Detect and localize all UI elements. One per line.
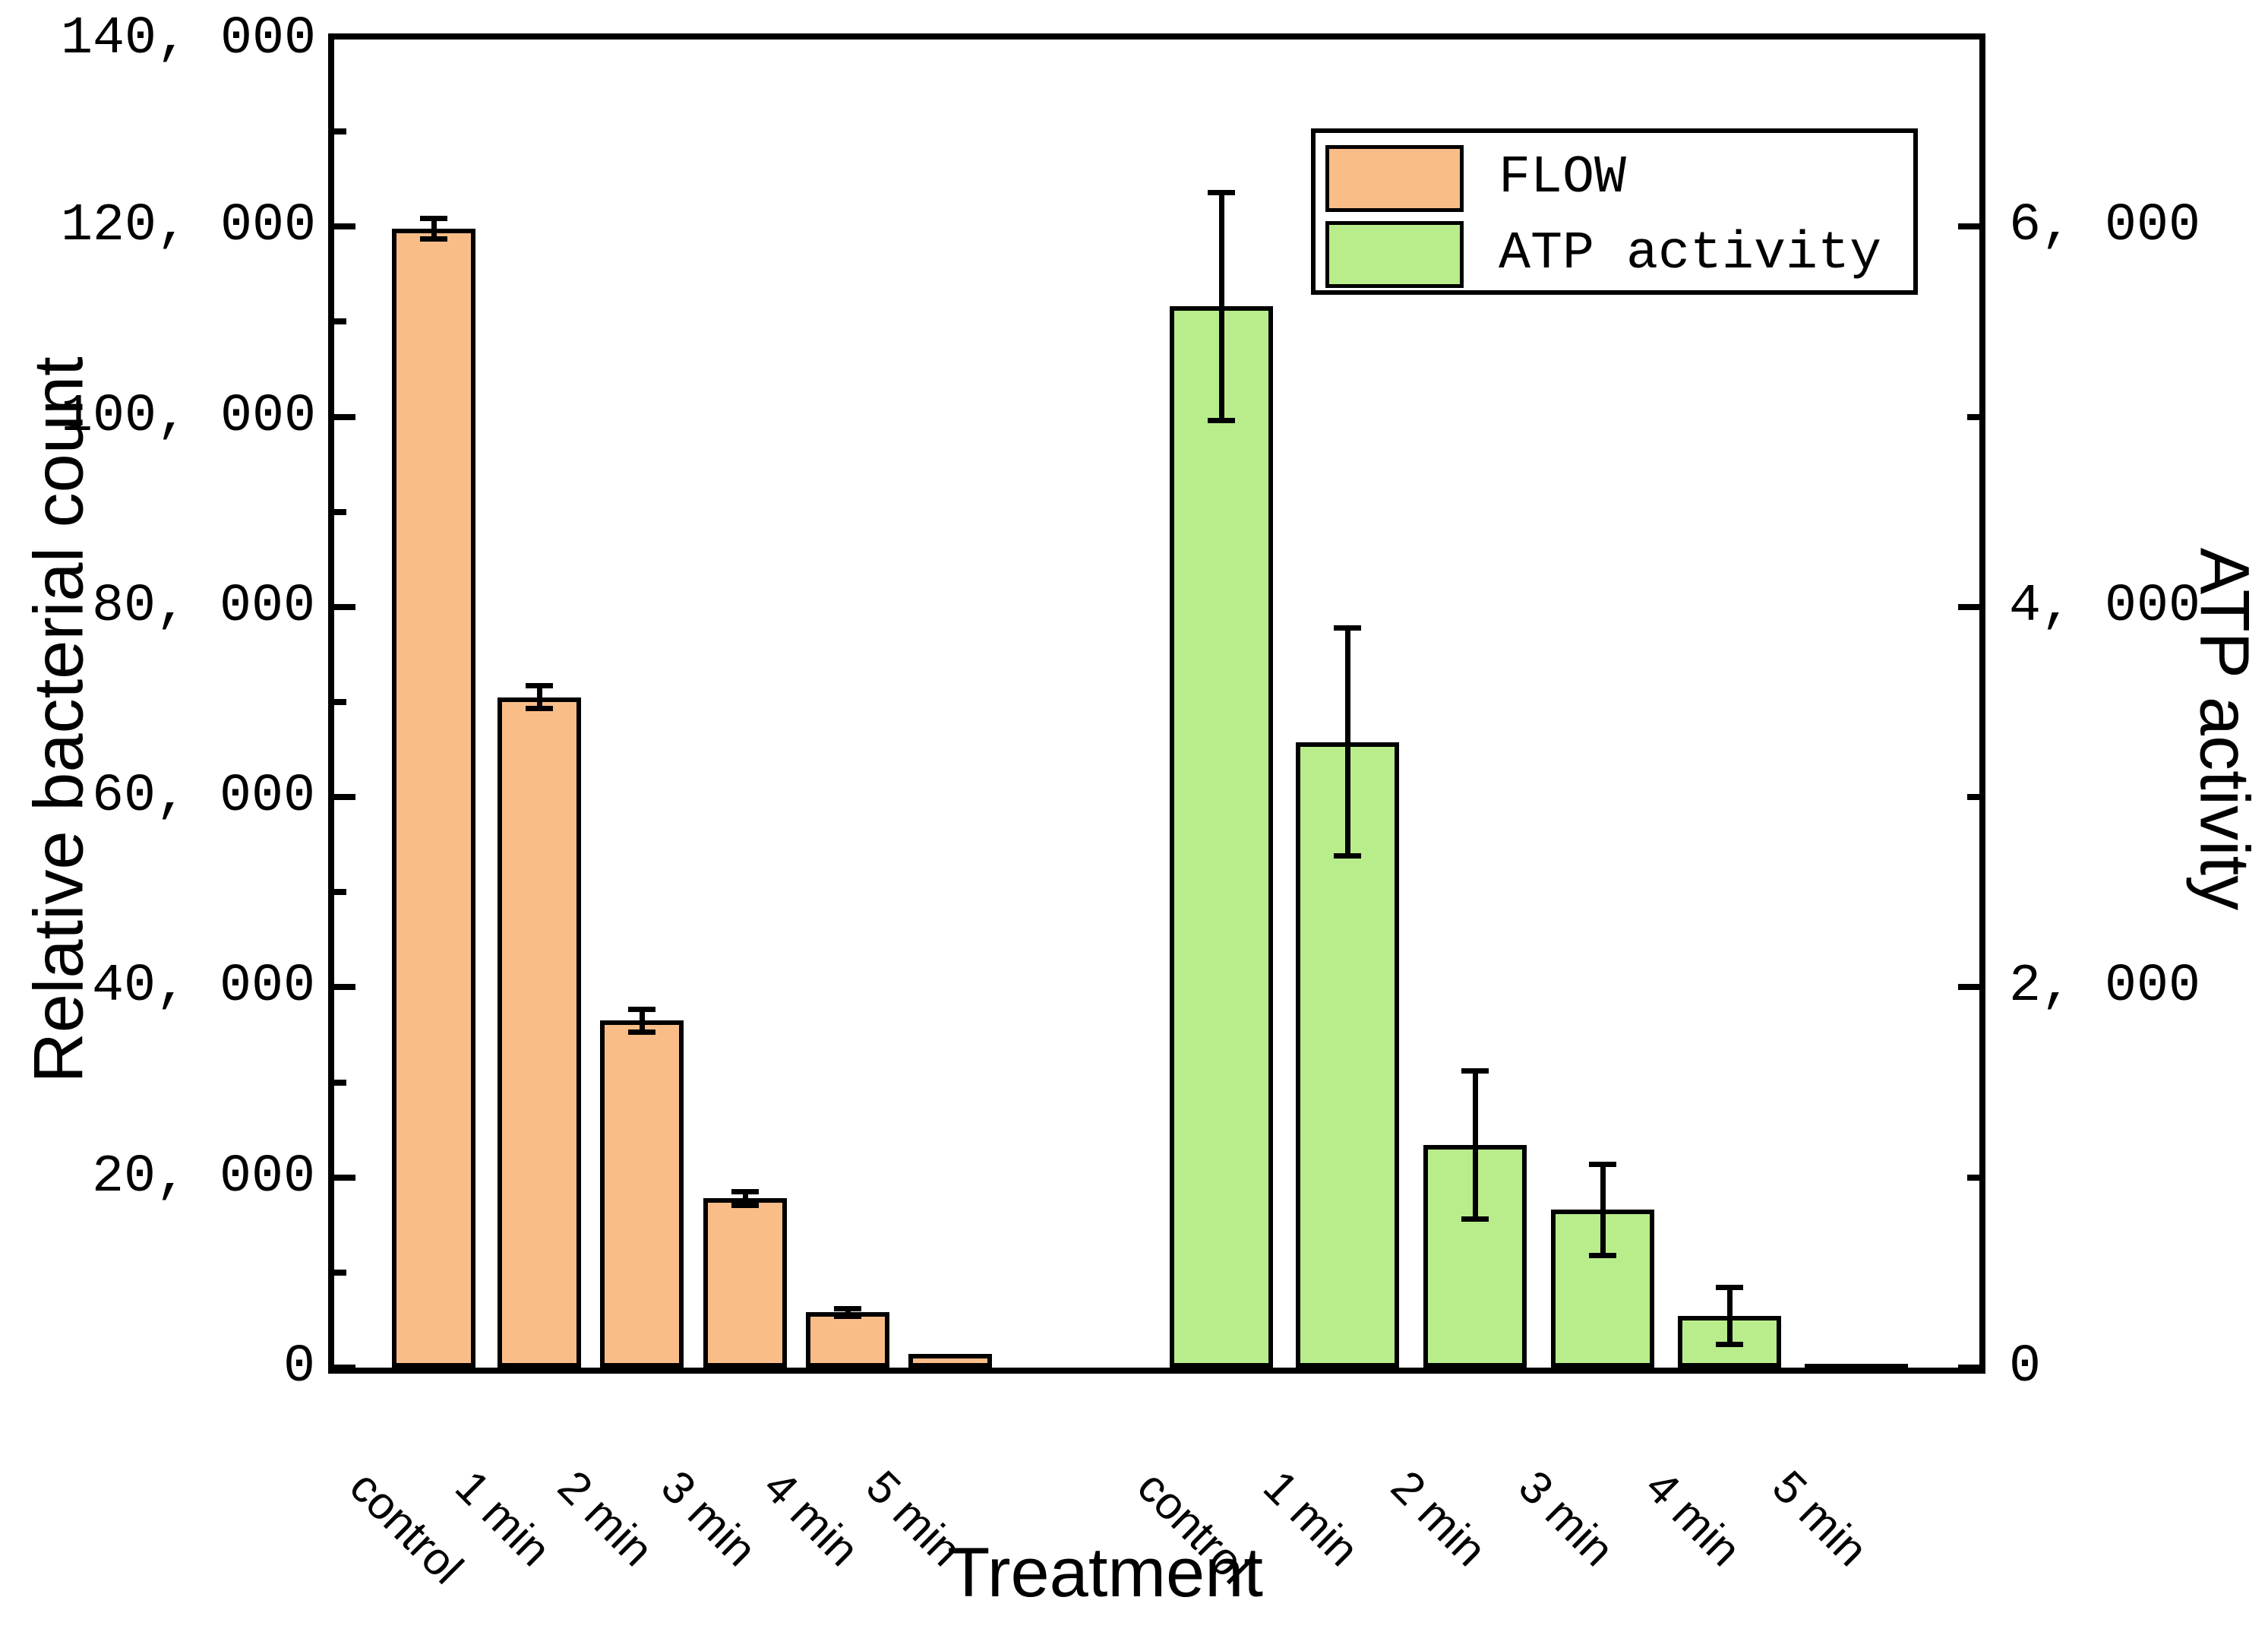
error-bar-cap bbox=[1589, 1161, 1616, 1167]
legend-swatch-atp bbox=[1325, 221, 1464, 288]
left-axis-tick-label: 60, 000 bbox=[91, 767, 315, 827]
error-bar bbox=[536, 685, 542, 709]
left-axis-tick-label: 100, 000 bbox=[61, 386, 317, 447]
error-bar bbox=[742, 1191, 748, 1205]
x-axis-tick-label: control bbox=[340, 1460, 473, 1594]
left-axis-major-tick bbox=[334, 603, 355, 610]
bar-flow-2-min bbox=[600, 1020, 684, 1368]
right-axis-minor-tick bbox=[1967, 794, 1979, 801]
left-axis-major-tick bbox=[334, 1174, 355, 1181]
x-axis-tick-label: 5 min bbox=[1762, 1460, 1878, 1576]
error-bar-cap bbox=[1334, 625, 1361, 631]
bar-flow-control bbox=[392, 228, 475, 1368]
error-bar-cap bbox=[731, 1188, 759, 1194]
left-axis-major-tick bbox=[334, 1365, 355, 1371]
bar-flow-1-min bbox=[498, 697, 581, 1368]
left-axis-tick-label: 0 bbox=[283, 1337, 315, 1397]
x-axis-tick-label: 4 min bbox=[1635, 1460, 1752, 1576]
right-axis-tick-label: 4, 000 bbox=[2009, 576, 2201, 637]
bar-flow-4-min bbox=[806, 1312, 889, 1368]
error-bar bbox=[1344, 628, 1350, 856]
right-axis-major-tick bbox=[1958, 223, 1979, 230]
right-axis-tick-label: 6, 000 bbox=[2009, 196, 2201, 257]
left-axis-major-tick bbox=[334, 984, 355, 991]
left-axis-tick-label: 80, 000 bbox=[91, 576, 315, 637]
error-bar-cap bbox=[834, 1313, 861, 1319]
x-axis-title: Treatment bbox=[947, 1534, 1263, 1611]
plot-frame bbox=[328, 33, 1985, 1374]
left-axis-tick-label: 140, 000 bbox=[61, 9, 317, 69]
left-axis-minor-tick bbox=[334, 128, 346, 135]
error-bar bbox=[1472, 1071, 1478, 1219]
right-axis-title: ATP activity bbox=[2185, 547, 2263, 911]
bar-flow-5-min bbox=[908, 1354, 992, 1368]
error-bar bbox=[1726, 1287, 1733, 1345]
left-axis-tick-label: 40, 000 bbox=[91, 957, 315, 1017]
left-axis-minor-tick bbox=[334, 1079, 346, 1086]
x-axis-tick-label: 2 min bbox=[548, 1460, 664, 1576]
error-bar bbox=[845, 1308, 851, 1317]
error-bar-cap bbox=[420, 236, 447, 242]
bar-atp-activity-5-min bbox=[1805, 1363, 1908, 1373]
error-bar-cap bbox=[628, 1029, 655, 1035]
error-bar-cap bbox=[1208, 189, 1235, 195]
error-bar-cap bbox=[1716, 1342, 1743, 1348]
left-axis-minor-tick bbox=[334, 318, 346, 325]
error-bar-cap bbox=[731, 1202, 759, 1208]
error-bar-cap bbox=[1716, 1285, 1743, 1291]
right-axis-major-tick bbox=[1958, 984, 1979, 991]
legend-swatch-flow bbox=[1325, 145, 1464, 212]
error-bar bbox=[1218, 192, 1224, 421]
bar-flow-3-min bbox=[703, 1198, 787, 1368]
legend-label-atp: ATP activity bbox=[1499, 224, 1882, 284]
error-bar-cap bbox=[1461, 1216, 1489, 1222]
bar-atp-activity-control bbox=[1170, 306, 1273, 1368]
left-axis-tick-label: 120, 000 bbox=[61, 196, 317, 257]
x-axis-tick-label: 3 min bbox=[1508, 1460, 1625, 1576]
error-bar-cap bbox=[526, 706, 553, 712]
error-bar-cap bbox=[628, 1006, 655, 1012]
error-bar-cap bbox=[1334, 853, 1361, 859]
error-bar bbox=[639, 1009, 645, 1033]
error-bar bbox=[1600, 1164, 1606, 1256]
left-axis-major-tick bbox=[334, 413, 355, 420]
left-axis-major-tick bbox=[334, 794, 355, 801]
right-axis-major-tick bbox=[1958, 1365, 1979, 1371]
right-axis-tick-label: 2, 000 bbox=[2009, 957, 2201, 1017]
error-bar-cap bbox=[1461, 1068, 1489, 1074]
error-bar-cap bbox=[526, 683, 553, 689]
error-bar-cap bbox=[420, 215, 447, 221]
bar-atp-activity-3-min bbox=[1551, 1210, 1654, 1368]
legend: FLOW ATP activity bbox=[1311, 128, 1918, 295]
right-axis-major-tick bbox=[1958, 603, 1979, 610]
left-axis-major-tick bbox=[334, 223, 355, 230]
legend-label-flow: FLOW bbox=[1499, 148, 1627, 208]
error-bar-cap bbox=[834, 1305, 861, 1311]
left-axis-minor-tick bbox=[334, 508, 346, 515]
left-axis-minor-tick bbox=[334, 889, 346, 896]
right-axis-minor-tick bbox=[1967, 413, 1979, 420]
error-bar-cap bbox=[1589, 1252, 1616, 1258]
left-axis-minor-tick bbox=[334, 699, 346, 705]
left-axis-minor-tick bbox=[334, 1269, 346, 1276]
error-bar bbox=[431, 218, 437, 239]
right-axis-tick-label: 0 bbox=[2009, 1337, 2042, 1397]
left-axis-tick-label: 20, 000 bbox=[91, 1147, 315, 1207]
error-bar-cap bbox=[1208, 418, 1235, 424]
right-axis-minor-tick bbox=[1967, 1174, 1979, 1181]
